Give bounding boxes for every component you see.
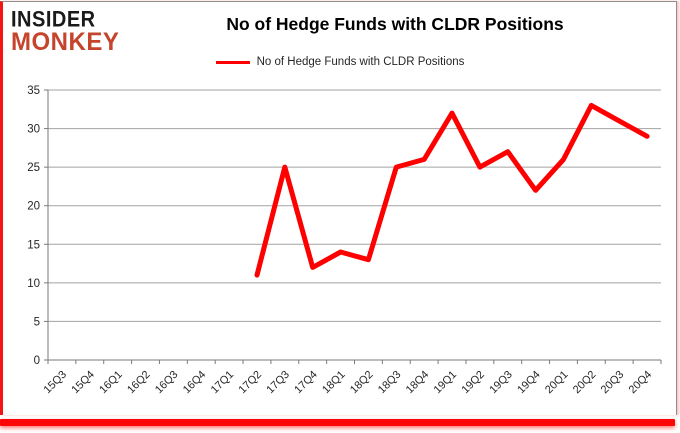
x-axis-label: 15Q4 [69, 369, 97, 397]
x-axis-label: 18Q4 [404, 369, 432, 397]
legend-label: No of Hedge Funds with CLDR Positions [256, 56, 465, 68]
y-axis-label: 0 [34, 355, 40, 367]
logo-insider-text: INSIDER [11, 7, 96, 33]
chart-legend: No of Hedge Funds with CLDR Positions [0, 56, 680, 68]
x-axis-label: 19Q1 [432, 369, 460, 397]
logo-monkey-text: MONKEY [11, 28, 120, 57]
y-axis-label: 20 [27, 201, 40, 213]
y-axis-label: 25 [27, 162, 40, 174]
x-axis-label: 19Q3 [487, 369, 515, 397]
y-axis-label: 30 [27, 124, 40, 136]
x-axis-label: 20Q2 [571, 369, 599, 397]
x-axis-label: 20Q1 [543, 369, 571, 397]
chart-border [0, 1, 677, 415]
x-axis-label: 15Q3 [42, 369, 70, 397]
x-axis-label: 20Q3 [599, 369, 627, 397]
x-axis-label: 16Q1 [97, 369, 125, 397]
x-axis-label: 17Q2 [237, 369, 265, 397]
x-axis-label: 20Q4 [627, 369, 655, 397]
y-axis-label: 10 [27, 278, 40, 290]
x-axis-label: 16Q3 [153, 369, 181, 397]
x-axis-label: 19Q4 [515, 369, 543, 397]
chart-title: No of Hedge Funds with CLDR Positions [226, 14, 564, 34]
x-axis-label: 17Q3 [264, 369, 292, 397]
x-axis-label: 16Q2 [125, 369, 153, 397]
series-line [254, 102, 650, 278]
x-axis-label: 16Q4 [181, 369, 209, 397]
legend-line-swatch [215, 60, 250, 64]
x-axis-label: 18Q1 [320, 369, 348, 397]
insider-monkey-logo: INSIDER MONKEY [11, 7, 120, 57]
x-axis-label: 18Q2 [348, 369, 376, 397]
x-axis-label: 17Q4 [292, 369, 320, 397]
x-axis-label: 17Q1 [209, 369, 237, 397]
y-axis-label: 35 [27, 85, 40, 97]
y-axis-label: 15 [27, 239, 40, 251]
x-axis-label: 19Q2 [459, 369, 487, 397]
bottom-red-rule [0, 419, 675, 426]
x-axis-label: 18Q3 [376, 369, 404, 397]
y-axis-label: 5 [34, 316, 40, 328]
